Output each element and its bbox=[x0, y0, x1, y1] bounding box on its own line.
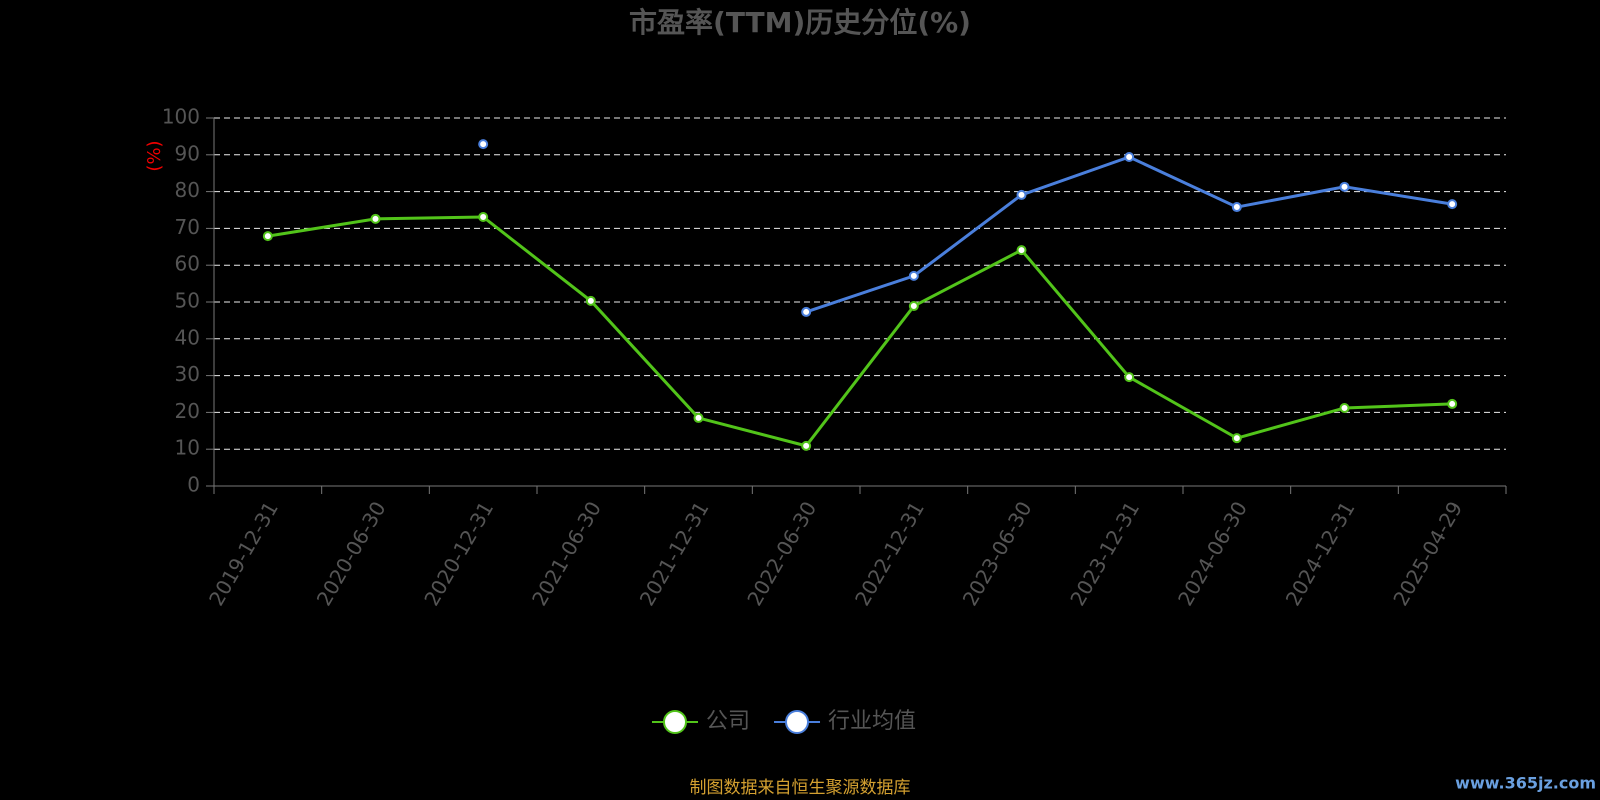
data-point bbox=[478, 139, 489, 150]
chart-title: 市盈率(TTM)历史分位(%) bbox=[629, 6, 971, 39]
x-tick-label: 2020-06-30 bbox=[312, 497, 391, 610]
data-point bbox=[1231, 202, 1242, 213]
data-point bbox=[1231, 433, 1242, 444]
y-tick-label: 70 bbox=[175, 215, 200, 239]
data-point bbox=[1447, 398, 1458, 409]
series-line bbox=[805, 155, 1453, 314]
y-tick-label: 90 bbox=[175, 141, 200, 165]
x-tick-label: 2019-12-31 bbox=[204, 497, 283, 610]
y-tick-label: 60 bbox=[175, 252, 200, 276]
data-point bbox=[908, 270, 919, 281]
y-tick-label: 80 bbox=[175, 178, 200, 202]
legend-label: 公司 bbox=[706, 709, 750, 734]
data-point bbox=[908, 301, 919, 312]
data-point bbox=[370, 213, 381, 224]
data-point bbox=[693, 412, 704, 423]
y-tick-label: 0 bbox=[187, 473, 200, 497]
legend-marker bbox=[785, 710, 810, 734]
x-tick-label: 2024-12-31 bbox=[1281, 497, 1360, 610]
y-tick-label: 40 bbox=[175, 325, 200, 349]
x-tick-label: 2021-06-30 bbox=[527, 497, 606, 610]
data-point bbox=[1124, 372, 1135, 383]
data-point bbox=[1339, 402, 1350, 413]
legend-marker bbox=[663, 710, 687, 734]
y-tick-label: 20 bbox=[175, 399, 200, 423]
data-point bbox=[1124, 152, 1135, 163]
x-tick-label: 2024-06-30 bbox=[1173, 497, 1252, 610]
data-point bbox=[478, 211, 489, 222]
data-point bbox=[1447, 199, 1458, 210]
x-tick-label: 2022-06-30 bbox=[742, 497, 821, 610]
source-note: 制图数据来自恒生聚源数据库 bbox=[690, 778, 911, 798]
y-tick-label: 50 bbox=[175, 289, 200, 313]
data-point bbox=[801, 440, 812, 451]
x-tick-label: 2025-04-29 bbox=[1388, 497, 1467, 610]
watermark: www.365jz.com bbox=[1455, 774, 1596, 793]
y-tick-label: 100 bbox=[162, 105, 200, 129]
x-tick-label: 2023-06-30 bbox=[958, 497, 1037, 610]
x-tick-label: 2023-12-31 bbox=[1065, 497, 1144, 610]
series-line bbox=[267, 215, 1453, 448]
y-tick-label: 10 bbox=[175, 436, 200, 460]
data-point bbox=[1016, 245, 1027, 256]
x-tick-label: 2021-12-31 bbox=[635, 497, 714, 610]
data-point bbox=[1016, 189, 1027, 200]
data-point bbox=[1339, 181, 1350, 192]
legend-label: 行业均值 bbox=[828, 709, 916, 734]
x-tick-label: 2020-12-31 bbox=[419, 497, 498, 610]
y-tick-label: 30 bbox=[175, 362, 200, 386]
data-point bbox=[801, 306, 812, 317]
data-point bbox=[585, 295, 596, 306]
x-tick-label: 2022-12-31 bbox=[850, 497, 929, 610]
data-point bbox=[262, 231, 273, 242]
y-axis-label: (%) bbox=[144, 140, 165, 171]
